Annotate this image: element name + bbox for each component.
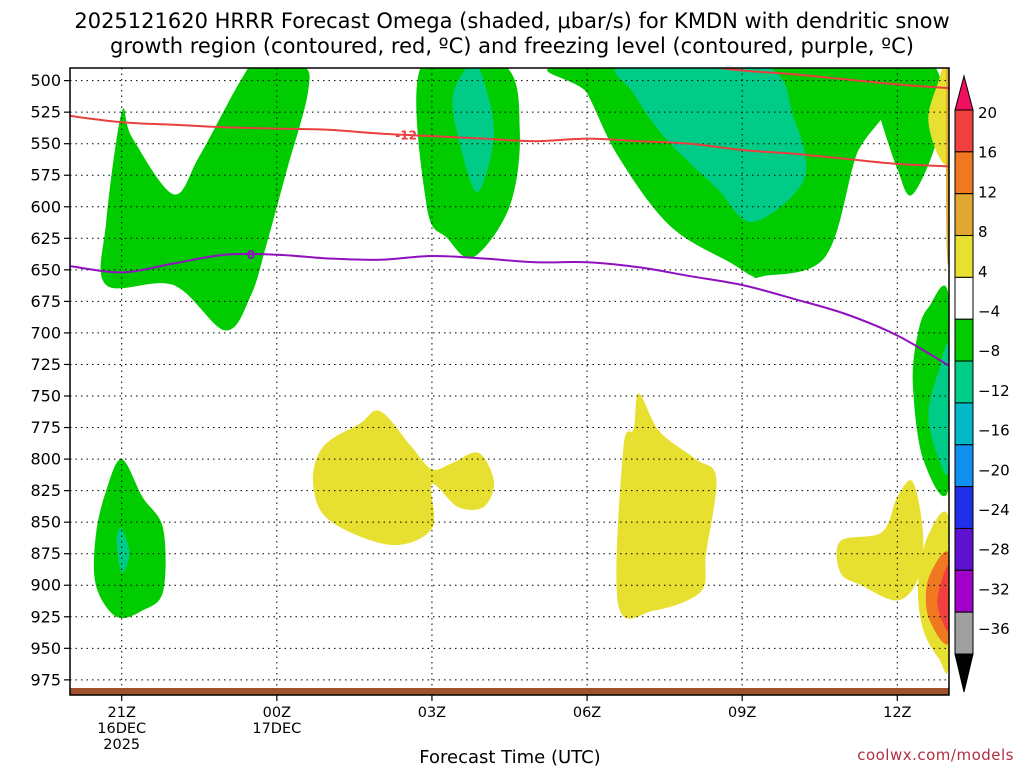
colorbar-segment-12 xyxy=(954,611,974,655)
y-tick-label-825: 825 xyxy=(30,481,61,500)
omega-shaded-region-9 xyxy=(116,528,130,573)
y-tick-label-800: 800 xyxy=(30,450,61,469)
omega-shaded-region-10 xyxy=(312,410,495,546)
y-tick-label-650: 650 xyxy=(30,260,61,279)
colorbar-segment-2 xyxy=(954,193,974,237)
colorbar-segment-10 xyxy=(954,527,974,571)
omega-shaded-region-11 xyxy=(616,393,717,619)
plot-area: -12 0 xyxy=(69,67,950,696)
y-tick-label-500: 500 xyxy=(30,71,61,90)
x-tick-label-1-0: 00Z xyxy=(263,705,291,721)
colorbar-segment-11 xyxy=(954,569,974,613)
contour-line-1 xyxy=(712,68,949,90)
terrain-bar xyxy=(70,688,949,695)
y-axis: 500 525 550 575 600 625 650 675 700 725 750 775 800 8… xyxy=(30,71,70,689)
contour-line-2 xyxy=(70,252,949,367)
omega-shaded-region-7 xyxy=(928,343,949,475)
omega-shaded-region-13 xyxy=(928,68,949,165)
colorbar-bottom-arrow xyxy=(954,653,974,693)
x-tick-label-5-0: 12Z xyxy=(883,705,911,721)
x-tick-label-1-1: 17DEC xyxy=(252,721,301,737)
omega-shaded-region-4 xyxy=(614,68,807,222)
y-tick-label-525: 525 xyxy=(30,103,61,122)
temperature-contours: -12 0 xyxy=(70,68,949,367)
y-tick-label-900: 900 xyxy=(30,576,61,595)
chart-title-line-2: growth region (contoured, red, ºC) and f… xyxy=(110,34,914,58)
y-tick-label-625: 625 xyxy=(30,229,61,248)
colorbar-tick-label-13: −36 xyxy=(978,620,1010,638)
colorbar-tick-label-1: 16 xyxy=(978,144,997,162)
colorbar-tick-label-7: −12 xyxy=(978,382,1010,400)
credit-text: coolwx.com/models xyxy=(857,746,1014,764)
omega-shaded-region-0 xyxy=(100,68,310,331)
colorbar-segment-3 xyxy=(954,235,974,278)
colorbar-segment-9 xyxy=(954,486,974,529)
chart-title-line-1: 2025121620 HRRR Forecast Omega (shaded, … xyxy=(74,9,949,33)
grid-lines xyxy=(70,68,949,695)
colorbar-segment-4 xyxy=(954,276,974,320)
omega-shaded-region-2 xyxy=(452,68,494,192)
colorbar-segment-7 xyxy=(954,402,974,446)
x-tick-label-0-2: 2025 xyxy=(103,737,140,753)
colorbar-segment-8 xyxy=(954,444,974,488)
omega-shaded-region-8 xyxy=(93,459,166,619)
omega-shaded-region-17 xyxy=(937,565,949,631)
colorbar-segment-6 xyxy=(954,360,974,404)
contour-label-2: 0 xyxy=(247,248,255,262)
y-tick-label-925: 925 xyxy=(30,607,61,626)
contour-label-0: -12 xyxy=(395,128,417,142)
colorbar-segment-5 xyxy=(954,318,974,362)
omega-shaded-region-5 xyxy=(863,68,942,196)
colorbar-segment-1 xyxy=(954,151,974,195)
y-tick-label-775: 775 xyxy=(30,418,61,437)
y-tick-label-875: 875 xyxy=(30,544,61,563)
plot-frame xyxy=(69,67,950,696)
y-tick-label-700: 700 xyxy=(30,323,61,342)
colorbar-tick-label-4: 4 xyxy=(978,263,988,281)
colorbar-tick-label-6: −8 xyxy=(978,342,1000,360)
x-tick-label-2-0: 03Z xyxy=(418,705,446,721)
y-tick-label-600: 600 xyxy=(30,197,61,216)
colorbar-top-arrow xyxy=(954,74,974,111)
colorbar-tick-label-2: 12 xyxy=(978,183,997,201)
colorbar-tick-label-8: −16 xyxy=(978,422,1010,440)
colorbar-tick-label-0: 20 xyxy=(978,104,997,122)
y-tick-label-950: 950 xyxy=(30,639,61,658)
y-tick-label-550: 550 xyxy=(30,134,61,153)
colorbar-tick-label-12: −32 xyxy=(978,580,1010,598)
y-tick-label-575: 575 xyxy=(30,166,61,185)
x-tick-label-0-0: 21Z xyxy=(108,705,136,721)
contour-line-0 xyxy=(70,114,949,168)
colorbar-tick-label-5: −4 xyxy=(978,303,1000,321)
y-tick-label-675: 675 xyxy=(30,292,61,311)
x-axis-title: Forecast Time (UTC) xyxy=(419,747,600,768)
omega-shading xyxy=(93,68,949,674)
y-tick-label-975: 975 xyxy=(30,670,61,689)
colorbar-tick-label-3: 8 xyxy=(978,223,988,241)
y-tick-label-850: 850 xyxy=(30,513,61,532)
y-tick-label-725: 725 xyxy=(30,355,61,374)
omega-shaded-region-12 xyxy=(836,480,924,601)
y-tick-label-750: 750 xyxy=(30,387,61,406)
x-tick-label-0-1: 16DEC xyxy=(97,721,146,737)
colorbar: 20 16 12 8 4 −4 −8 −12 −16 −20 −24 −28 −32 −36 xyxy=(954,74,1010,693)
colorbar-tick-label-10: −24 xyxy=(978,501,1010,519)
colorbar-tick-label-11: −28 xyxy=(978,541,1010,559)
x-tick-label-3-0: 06Z xyxy=(573,705,601,721)
colorbar-segment-0 xyxy=(954,109,974,153)
x-tick-label-4-0: 09Z xyxy=(728,705,756,721)
colorbar-tick-label-9: −20 xyxy=(978,461,1010,479)
